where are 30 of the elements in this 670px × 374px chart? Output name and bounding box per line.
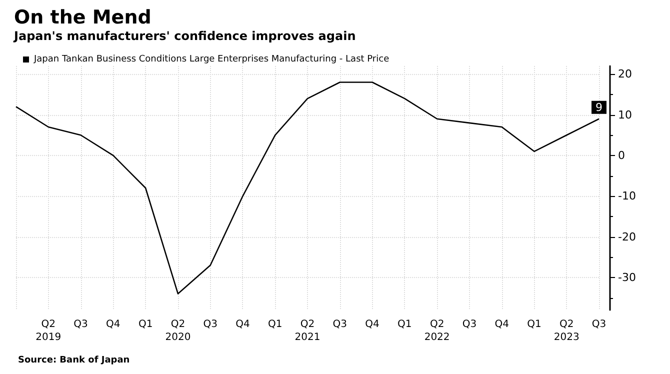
x-tick-label: Q1 xyxy=(398,319,412,330)
source-note: Source: Bank of Japan xyxy=(18,356,130,366)
y-tick-label: -20 xyxy=(618,230,636,244)
y-tick-label: -10 xyxy=(618,190,636,203)
y-tick-label: 0 xyxy=(618,148,625,162)
x-tick-label: Q3 xyxy=(74,319,88,330)
x-tick-label: Q3 xyxy=(592,319,606,330)
y-tick-label: 20 xyxy=(618,68,632,81)
chart-title: On the Mend xyxy=(14,6,152,28)
x-tick-label: Q1 xyxy=(527,319,542,330)
x-tick-label: Q2 2021 xyxy=(294,319,320,343)
data-label: 9 xyxy=(596,100,602,114)
x-tick-label: Q4 xyxy=(494,319,509,330)
y-tick-label: -30 xyxy=(618,270,636,284)
y-tick-label: 10 xyxy=(618,108,632,122)
chart-subtitle: Japan's manufacturers' confidence improves again xyxy=(13,29,356,43)
x-tick-label: Q1 xyxy=(138,319,153,330)
x-tick-label: Q1 xyxy=(268,319,282,330)
x-tick-label: Q2 2019 xyxy=(36,319,62,343)
line-series xyxy=(15,82,600,294)
x-tick-label: Q3 xyxy=(203,319,218,330)
x-tick-label: Q4 xyxy=(365,319,380,330)
legend-label: Japan Tankan Business Conditions Large Enterprises Manufacturing - Last Price xyxy=(33,54,390,64)
x-tick-label: Q3 xyxy=(332,319,348,330)
x-tick-label: Q2 2023 xyxy=(554,319,580,343)
x-tick-label: Q2 2022 xyxy=(424,319,450,343)
x-tick-label: Q3 xyxy=(462,319,477,330)
x-tick-label: Q4 xyxy=(236,319,250,330)
x-tick-label: Q4 xyxy=(106,319,120,330)
x-tick-label: Q2 2020 xyxy=(165,319,191,343)
